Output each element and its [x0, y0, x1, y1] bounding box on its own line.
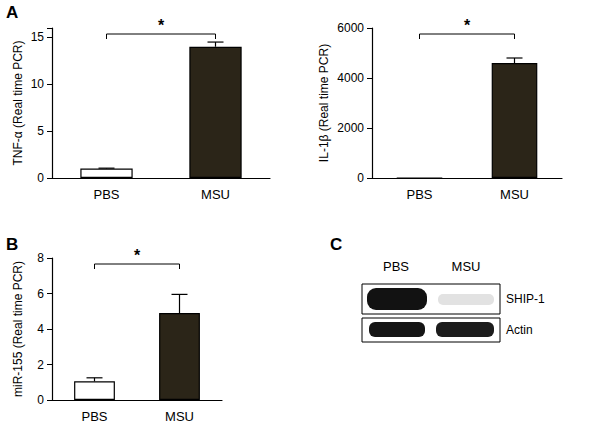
svg-text:PBS: PBS [406, 187, 432, 202]
svg-text:MSU: MSU [201, 187, 230, 202]
svg-text:PBS: PBS [93, 187, 119, 202]
svg-text:TNF-α (Real time PCR): TNF-α (Real time PCR) [11, 41, 25, 166]
svg-text:PBS: PBS [383, 259, 409, 274]
svg-text:15: 15 [31, 30, 45, 44]
svg-text:*: * [158, 17, 165, 34]
svg-text:PBS: PBS [81, 409, 107, 424]
svg-text:2: 2 [37, 358, 44, 372]
svg-text:10: 10 [31, 77, 45, 91]
svg-text:IL-1β (Real time PCR): IL-1β (Real time PCR) [317, 44, 331, 162]
svg-text:C: C [330, 235, 342, 254]
svg-text:4000: 4000 [337, 71, 364, 85]
svg-text:SHIP-1: SHIP-1 [506, 292, 545, 306]
svg-text:MSU: MSU [165, 409, 194, 424]
svg-text:miR-155 (Real time PCR): miR-155 (Real time PCR) [11, 261, 25, 397]
svg-text:4: 4 [37, 322, 44, 336]
svg-text:5: 5 [37, 124, 44, 138]
svg-text:MSU: MSU [500, 187, 529, 202]
svg-text:6: 6 [37, 287, 44, 301]
svg-text:6000: 6000 [337, 21, 364, 35]
svg-text:8: 8 [37, 251, 44, 265]
svg-text:*: * [134, 247, 141, 264]
svg-text:0: 0 [37, 393, 44, 407]
svg-text:2000: 2000 [337, 121, 364, 135]
svg-text:*: * [464, 17, 471, 34]
svg-text:Actin: Actin [506, 323, 533, 337]
svg-text:0: 0 [37, 171, 44, 185]
svg-text:MSU: MSU [452, 259, 481, 274]
svg-text:0: 0 [357, 171, 364, 185]
svg-text:A: A [6, 3, 18, 22]
svg-text:B: B [6, 235, 18, 254]
